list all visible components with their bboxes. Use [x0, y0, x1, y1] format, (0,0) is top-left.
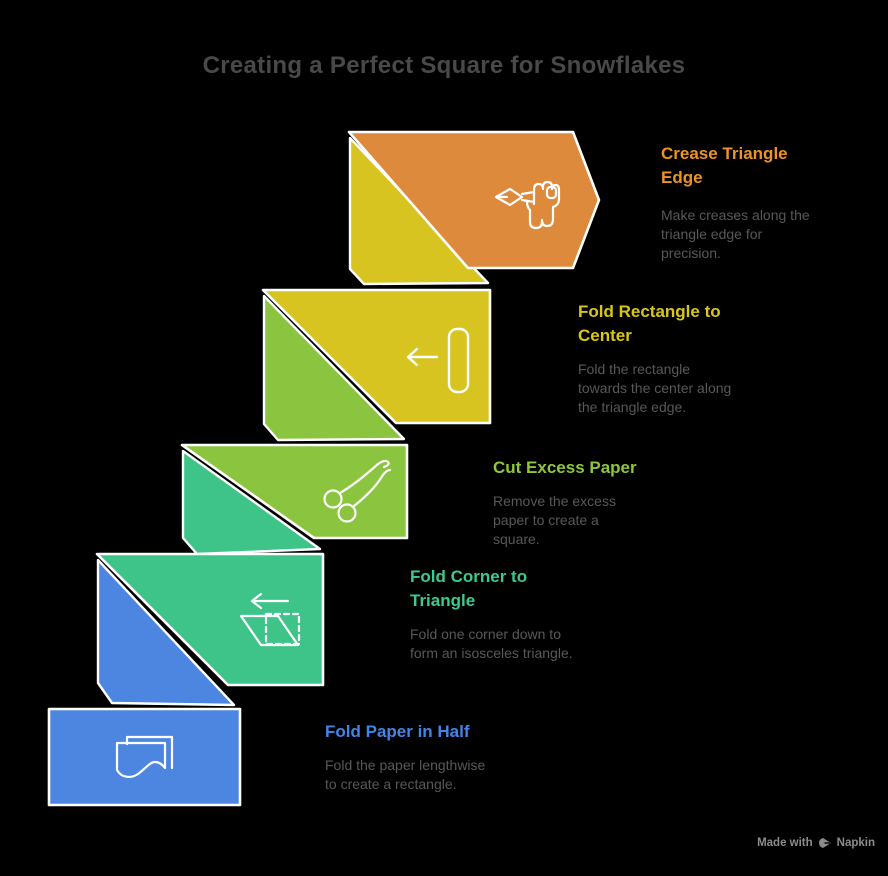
step-title-fold-rectangle-to-center: Fold Rectangle to Center: [578, 302, 721, 345]
hand-crease-icon: [494, 180, 561, 230]
step-title-fold-paper-in-half: Fold Paper in Half: [325, 722, 470, 741]
page-title: Creating a Perfect Square for Snowflakes: [202, 52, 686, 79]
step-title-fold-corner-to-triangle: Fold Corner to Triangle: [410, 567, 528, 610]
step-4-body: [95, 552, 325, 687]
scissors-icon: [323, 459, 392, 523]
fold-corner-icon: [239, 592, 301, 647]
step-description-cut-excess-paper: Remove the excess paper to create a squa…: [493, 493, 616, 547]
step-5-body: [47, 707, 242, 807]
made-with-label: Made with: [757, 837, 813, 849]
step-5-fold-triangle: [96, 558, 236, 707]
napkin-pen-icon: [818, 838, 831, 848]
step-3-fold-triangle: [262, 294, 406, 442]
step-3-body: [180, 443, 409, 540]
step-2-body: [261, 288, 492, 425]
step-title-cut-excess-paper: Cut Excess Paper: [493, 458, 637, 477]
napkin-brand-label: Napkin: [836, 837, 875, 849]
step-description-fold-paper-in-half: Fold the paper lengthwise to create a re…: [325, 757, 486, 792]
fold-left-arrow-icon: [406, 327, 470, 394]
step-1-body-arrow: [347, 130, 601, 270]
paper-sheets-icon: [115, 735, 174, 778]
made-with-napkin-badge[interactable]: Made with Napkin: [757, 837, 875, 849]
step-description-crease-triangle-edge: Make creases along the triangle edge for…: [661, 207, 810, 261]
step-description-fold-corner-to-triangle: Fold one corner down to form an isoscele…: [410, 626, 573, 661]
step-description-fold-rectangle-to-center: Fold the rectangle towards the center al…: [578, 361, 732, 415]
step-title-crease-triangle-edge: Crease Triangle Edge: [661, 144, 788, 187]
